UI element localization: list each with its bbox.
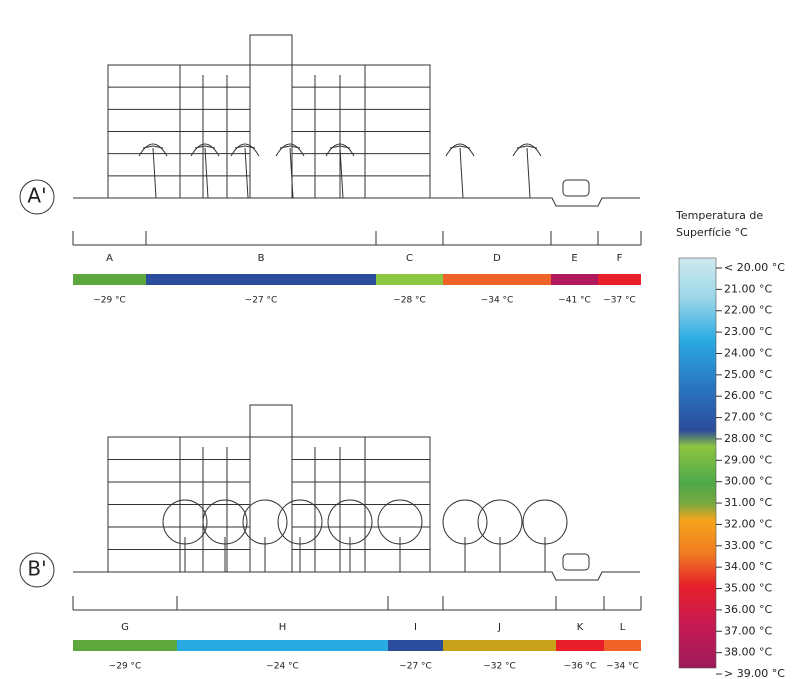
segment-temp: ~27 °C: [245, 296, 278, 306]
segment-label: F: [617, 253, 623, 264]
legend-label: 36.00 °C: [724, 603, 772, 616]
segment-bar: [604, 640, 641, 651]
crown: [445, 143, 475, 157]
section-label: B': [27, 557, 46, 581]
crown: [275, 143, 305, 157]
section-label: A': [27, 184, 46, 208]
ground: [73, 571, 640, 581]
crown: [512, 143, 542, 157]
legend-label: 37.00 °C: [724, 624, 772, 637]
crown: [327, 499, 373, 545]
legend-label: 30.00 °C: [724, 475, 772, 488]
tower: [249, 34, 293, 199]
trunk: [244, 147, 249, 199]
legend-title: Temperatura de: [675, 209, 763, 222]
segment-label: B: [258, 253, 265, 264]
segment-label: J: [497, 622, 501, 633]
segment-bar: [388, 640, 443, 651]
legend-label: 27.00 °C: [724, 411, 772, 424]
tower: [249, 404, 293, 573]
car: [562, 553, 590, 571]
legend-label: 26.00 °C: [724, 389, 772, 402]
segment-temp: ~29 °C: [109, 662, 142, 672]
legend-label: 33.00 °C: [724, 539, 772, 552]
crown: [477, 499, 523, 545]
legend-label: 38.00 °C: [724, 646, 772, 659]
legend-label: 21.00 °C: [724, 282, 772, 295]
segment-bar: [73, 274, 146, 285]
trunk: [526, 147, 531, 199]
segment-temp: ~34 °C: [481, 296, 514, 306]
segment-bar: [376, 274, 443, 285]
legend-label: > 39.00 °C: [724, 667, 785, 679]
ground: [73, 197, 640, 207]
car: [562, 179, 590, 197]
segment-temp: ~27 °C: [399, 662, 432, 672]
segment-temp: ~24 °C: [266, 662, 299, 672]
crown: [202, 499, 248, 545]
legend-label: 23.00 °C: [724, 325, 772, 338]
segment-label: C: [406, 253, 413, 264]
segment-bar: [146, 274, 376, 285]
segment-label: K: [577, 622, 584, 633]
segment-temp: ~34 °C: [606, 662, 639, 672]
legend-label: 32.00 °C: [724, 517, 772, 530]
segment-temp: ~41 °C: [558, 296, 591, 306]
legend-label: 31.00 °C: [724, 496, 772, 509]
crown: [138, 143, 168, 157]
segment-label: E: [571, 253, 577, 264]
section-marker: [19, 552, 55, 588]
segment-label: A: [106, 253, 113, 264]
trunk: [152, 147, 157, 199]
legend-label: 28.00 °C: [724, 432, 772, 445]
crown: [442, 499, 488, 545]
legend-label: 22.00 °C: [724, 304, 772, 317]
legend-label: < 20.00 °C: [724, 261, 785, 274]
legend-label: 35.00 °C: [724, 582, 772, 595]
crown: [277, 499, 323, 545]
trunk: [204, 147, 209, 199]
trunk: [459, 147, 464, 199]
segment-bar: [598, 274, 641, 285]
crown: [162, 499, 208, 545]
legend-label: 34.00 °C: [724, 560, 772, 573]
trunk: [289, 147, 294, 199]
sketches: [19, 34, 642, 611]
legend-title: Superfície °C: [676, 226, 748, 239]
segment-label: D: [493, 253, 501, 264]
segment-bar: [177, 640, 388, 651]
segment-bar: [73, 640, 177, 651]
crown: [522, 499, 568, 545]
segment-bar: [551, 274, 598, 285]
segment-temp: ~37 °C: [603, 296, 636, 306]
segment-temp: ~36 °C: [564, 662, 597, 672]
segment-bar: [443, 274, 551, 285]
segment-temp: ~28 °C: [393, 296, 426, 306]
segment-label: L: [620, 622, 626, 633]
legend-label: 29.00 °C: [724, 453, 772, 466]
segment-label: H: [279, 622, 287, 633]
crown: [190, 143, 220, 157]
legend-label: 25.00 °C: [724, 368, 772, 381]
trunk: [339, 147, 344, 199]
segment-label: G: [121, 622, 129, 633]
legend-gradient: [678, 257, 717, 669]
segment-bar: [556, 640, 604, 651]
crown: [377, 499, 423, 545]
crown: [230, 143, 260, 157]
crown: [325, 143, 355, 157]
legend-label: 24.00 °C: [724, 346, 772, 359]
segment-bar: [443, 640, 556, 651]
segment-label: I: [414, 622, 417, 633]
section-marker: [19, 179, 55, 215]
segment-temp: ~29 °C: [93, 296, 126, 306]
crown: [242, 499, 288, 545]
segment-temp: ~32 °C: [483, 662, 516, 672]
